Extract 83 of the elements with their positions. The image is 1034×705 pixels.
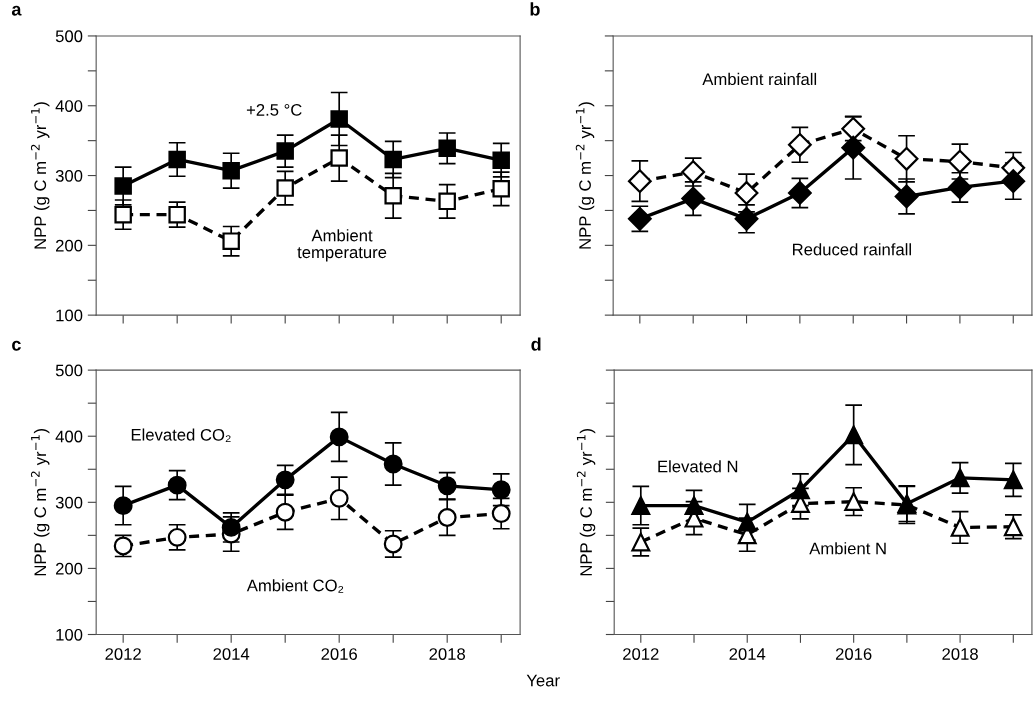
y-axis-title: NPP (g C m$^{−2}$ yr$^{−1}$) <box>575 102 595 249</box>
point <box>384 187 402 205</box>
point <box>737 512 757 532</box>
point <box>948 149 972 174</box>
point <box>276 179 294 197</box>
y-tick-label: 500 <box>55 30 83 43</box>
point <box>844 492 864 512</box>
point <box>1003 470 1023 490</box>
point <box>329 427 349 447</box>
x-tick-label: 2014 <box>729 648 766 660</box>
x-tick-label: 2018 <box>429 648 466 660</box>
point <box>330 110 348 128</box>
point <box>384 150 402 169</box>
x-tick-label: 2014 <box>213 648 250 660</box>
y-tick-label: 200 <box>56 562 83 575</box>
point <box>114 177 132 195</box>
point <box>114 205 132 224</box>
point <box>844 425 864 445</box>
series-label: Ambient temperature <box>297 229 387 262</box>
point <box>329 488 349 508</box>
point <box>168 150 186 169</box>
y-tick-label: 300 <box>55 496 83 509</box>
point <box>222 232 240 250</box>
point <box>492 151 510 169</box>
chart-title: a <box>11 5 22 16</box>
point <box>275 470 295 490</box>
text: Ambient CO₂ <box>246 579 344 593</box>
series-label: Ambient N <box>809 542 886 555</box>
text: Ambient rainfall <box>702 72 817 86</box>
chart-title: d <box>531 337 541 351</box>
y-tick-label: 100 <box>56 309 83 322</box>
point <box>1001 169 1026 194</box>
text: Reduced rainfall <box>793 243 911 256</box>
point <box>276 142 294 160</box>
point <box>684 496 704 516</box>
point <box>787 132 812 157</box>
point <box>330 149 348 167</box>
point <box>275 502 295 522</box>
y-tick-label: 400 <box>55 430 83 443</box>
point <box>221 517 241 537</box>
y-tick-label: 200 <box>56 239 83 252</box>
y-axis-title: NPP (g C m$^{−2}$ yr$^{−1}$) <box>30 102 50 249</box>
point <box>734 181 759 205</box>
point <box>168 205 186 224</box>
text: Elevated CO₂ <box>131 428 231 442</box>
point <box>438 192 456 211</box>
y-tick-label: 300 <box>55 169 83 182</box>
point <box>627 169 652 194</box>
point <box>437 508 457 527</box>
point <box>383 454 403 474</box>
point <box>438 139 456 158</box>
x-tick-label: 2016 <box>835 648 872 660</box>
point <box>841 135 866 160</box>
x-tick-label: 2018 <box>942 648 978 660</box>
point <box>631 496 651 516</box>
point <box>383 534 403 554</box>
point <box>491 480 511 500</box>
chart-title: b <box>530 2 540 16</box>
x-tick-label: 2012 <box>105 648 141 660</box>
point <box>791 480 810 500</box>
point <box>894 146 919 171</box>
point <box>681 186 706 211</box>
x-tick-label: 2016 <box>321 648 357 660</box>
point <box>167 527 187 547</box>
chart-title: c <box>12 340 21 351</box>
series-label: Elevated N <box>658 460 738 473</box>
point <box>631 532 651 552</box>
point <box>113 496 133 516</box>
y-tick-label: 100 <box>56 628 83 641</box>
point <box>950 517 970 537</box>
y-axis-title: NPP (g C m$^{−2}$ yr$^{−1}$) <box>30 429 50 576</box>
x-axis-title: Year <box>526 674 560 687</box>
point <box>167 475 187 495</box>
point <box>437 476 457 496</box>
y-axis-title: NPP (g C m$^{−2}$ yr$^{−1}$) <box>576 429 596 576</box>
y-tick-label: 500 <box>55 364 83 377</box>
point <box>492 180 510 198</box>
y-tick-label: 400 <box>55 100 83 112</box>
point <box>950 468 970 488</box>
x-tick-label: 2012 <box>623 648 659 660</box>
point <box>222 161 240 180</box>
point <box>491 504 511 523</box>
series-label: +2.5 °C <box>246 104 302 116</box>
